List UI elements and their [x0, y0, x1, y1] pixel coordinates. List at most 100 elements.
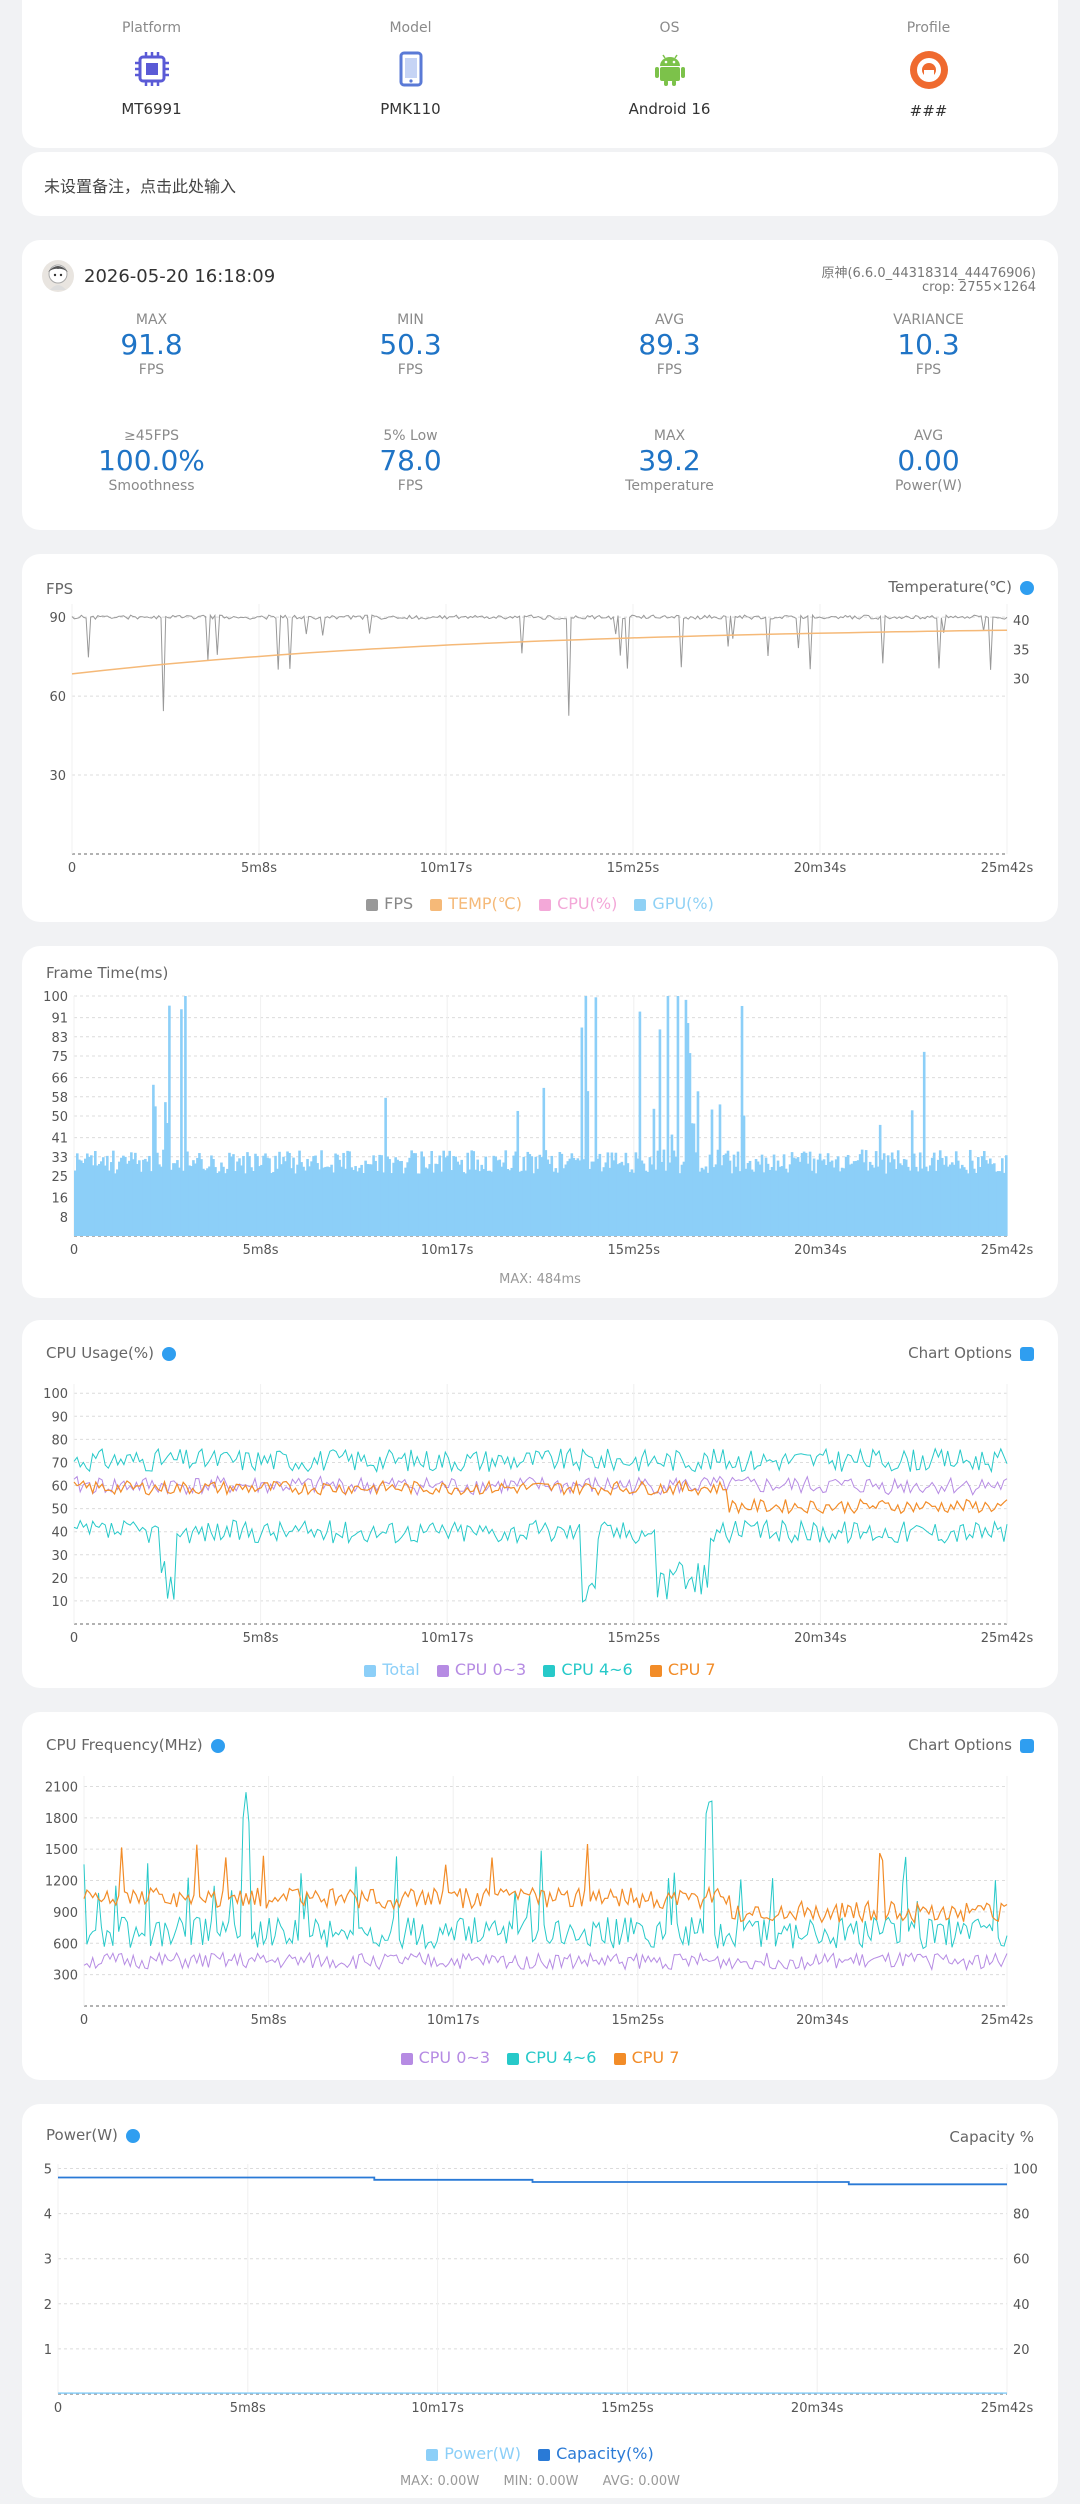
- frametime-bar: [732, 1154, 736, 1236]
- y-tick-label: 16: [51, 1192, 68, 1207]
- stat-value: 39.2: [638, 444, 701, 477]
- frametime-bar: [474, 1169, 478, 1236]
- info-icon[interactable]: [210, 1738, 225, 1753]
- note-input-card[interactable]: 未设置备注，点击此处输入: [22, 152, 1058, 216]
- frametime-bar: [892, 1159, 896, 1236]
- frametime-bar: [854, 1160, 858, 1236]
- frametime-bar: [364, 1160, 367, 1236]
- legend-cpu-4-6[interactable]: CPU 4~6: [543, 1660, 633, 1679]
- frametime-bar: [312, 1156, 315, 1236]
- frametime-bar: [762, 1172, 766, 1236]
- frametime-bar: [930, 1157, 934, 1236]
- frametime-bar: [976, 1157, 980, 1236]
- legend-power[interactable]: Power(W): [426, 2444, 521, 2463]
- options-icon[interactable]: [1020, 1346, 1034, 1361]
- x-tick-label: 0: [80, 2013, 88, 2028]
- y-tick-label: 30: [49, 769, 66, 784]
- frametime-bar: [926, 1171, 930, 1236]
- frametime-bar: [808, 1151, 812, 1236]
- frametime-bar: [172, 1163, 175, 1236]
- frametime-bar: [796, 1157, 800, 1236]
- frametime-bar: [572, 1158, 576, 1236]
- frametime-bar: [558, 1151, 562, 1236]
- y-tick-label: 5: [44, 2163, 52, 2178]
- frametime-bar: [194, 1163, 197, 1236]
- legend-cpu-7[interactable]: CPU 7: [613, 2048, 679, 2067]
- frametime-bar: [738, 1171, 742, 1236]
- frametime-bar: [370, 1164, 373, 1236]
- legend-cpu-4-6[interactable]: CPU 4~6: [507, 2048, 596, 2067]
- frametime-bar: [908, 1170, 912, 1236]
- device-os: OS Android 16: [540, 20, 799, 120]
- frametime-bar: [328, 1167, 331, 1236]
- legend-gpu[interactable]: GPU(%): [634, 894, 714, 913]
- frametime-bar: [120, 1157, 123, 1236]
- frametime-bar: [938, 1150, 942, 1236]
- frametime-bar: [928, 1165, 932, 1236]
- frametime-bar: [586, 1091, 590, 1236]
- frametime-bar: [696, 1091, 700, 1236]
- frametime-bar: [960, 1164, 964, 1236]
- frametime-bar: [174, 1163, 177, 1236]
- frametime-bar: [138, 1160, 141, 1236]
- x-tick-label: 0: [54, 2401, 62, 2416]
- temperature-axis-title[interactable]: Temperature(℃): [888, 578, 1034, 596]
- note-placeholder[interactable]: 未设置备注，点击此处输入: [44, 177, 237, 196]
- avatar: [42, 260, 74, 292]
- frametime-bar: [340, 1166, 343, 1236]
- frametime-bar: [570, 1153, 574, 1236]
- legend-cpu-0-3[interactable]: CPU 0~3: [400, 2048, 490, 2067]
- legend-temp[interactable]: TEMP(℃): [430, 894, 522, 913]
- refresh-icon[interactable]: [125, 2128, 140, 2143]
- x-tick-label: 20m34s: [794, 1243, 847, 1258]
- frametime-bar: [154, 1106, 157, 1236]
- cpu-frequency-title: CPU Frequency(MHz): [46, 1736, 225, 1754]
- frametime-bar: [548, 1163, 552, 1236]
- frametime-bar: [310, 1161, 313, 1236]
- frametime-bar: [660, 1161, 664, 1236]
- y-tick-label: 58: [51, 1091, 68, 1106]
- frametime-bar: [898, 1163, 902, 1236]
- frametime-bar: [302, 1166, 305, 1236]
- frametime-bar: [848, 1164, 852, 1236]
- frametime-bar: [306, 1158, 309, 1236]
- frametime-bar: [658, 1029, 662, 1236]
- legend-fps[interactable]: FPS: [366, 894, 413, 913]
- legend-total[interactable]: Total: [364, 1660, 420, 1679]
- frametime-bar: [414, 1153, 417, 1236]
- frametime-bar: [246, 1152, 249, 1236]
- frametime-bar: [102, 1157, 105, 1236]
- frametime-bar: [398, 1161, 401, 1236]
- legend-cpu-0-3[interactable]: CPU 0~3: [436, 1660, 526, 1679]
- frametime-bar: [382, 1172, 385, 1236]
- frametime-bar: [824, 1164, 828, 1236]
- info-icon[interactable]: [161, 1346, 176, 1361]
- frametime-bar: [222, 1166, 225, 1236]
- options-icon[interactable]: [1020, 1738, 1034, 1753]
- frametime-bar: [468, 1169, 472, 1236]
- frametime-bar: [704, 1166, 708, 1236]
- frametime-bar: [208, 1166, 211, 1236]
- legend-capacity[interactable]: Capacity(%): [538, 2444, 654, 2463]
- x-tick-label: 5m8s: [243, 1631, 279, 1646]
- cpu-usage-options[interactable]: Chart Options: [908, 1344, 1034, 1362]
- frametime-bar: [678, 1173, 682, 1236]
- frametime-bar: [944, 1156, 948, 1236]
- frametime-bar: [136, 1163, 139, 1236]
- frametime-bar: [630, 1169, 634, 1236]
- legend-cpu-7[interactable]: CPU 7: [649, 1660, 716, 1679]
- fps-chart-legend: FPS TEMP(℃) CPU(%) GPU(%): [22, 894, 1058, 913]
- device-platform: Platform MT6991: [22, 20, 281, 120]
- frametime-bar: [798, 1161, 802, 1236]
- frametime-bar: [946, 1166, 950, 1236]
- refresh-icon[interactable]: [1020, 580, 1034, 595]
- frametime-bar: [684, 999, 688, 1236]
- frametime-bar: [706, 1172, 710, 1236]
- legend-cpu[interactable]: CPU(%): [539, 894, 617, 913]
- y-right-tick-label: 40: [1013, 2298, 1030, 2313]
- frametime-bar: [374, 1160, 377, 1236]
- frametime-bar: [714, 1164, 718, 1236]
- frametime-bar: [974, 1172, 978, 1236]
- frametime-bar: [594, 997, 598, 1236]
- cpu-frequency-options[interactable]: Chart Options: [908, 1736, 1034, 1754]
